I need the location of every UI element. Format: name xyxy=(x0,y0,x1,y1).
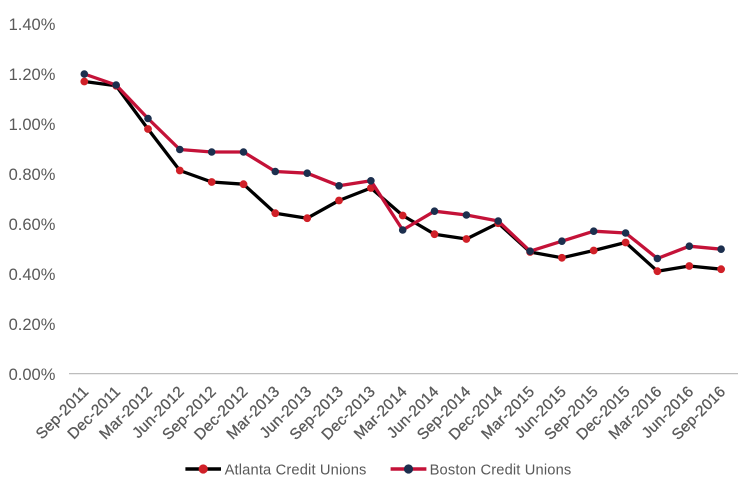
svg-text:1.00%: 1.00% xyxy=(9,116,56,134)
svg-text:0.40%: 0.40% xyxy=(9,266,56,284)
svg-text:0.60%: 0.60% xyxy=(9,216,56,234)
svg-text:Boston Credit Unions: Boston Credit Unions xyxy=(430,463,572,479)
svg-text:0.80%: 0.80% xyxy=(9,166,56,184)
svg-text:0.00%: 0.00% xyxy=(9,366,56,384)
svg-text:1.20%: 1.20% xyxy=(9,66,56,84)
svg-text:1.40%: 1.40% xyxy=(9,16,56,34)
svg-text:Atlanta Credit Unions: Atlanta Credit Unions xyxy=(225,463,367,479)
svg-text:0.20%: 0.20% xyxy=(9,316,56,334)
